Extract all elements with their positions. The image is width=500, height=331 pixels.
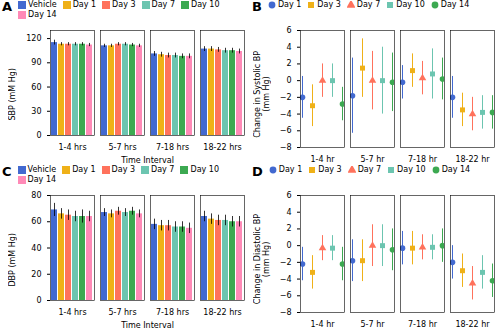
html-text:B: B [252, 0, 262, 14]
svg-text:5-7 hrs: 5-7 hrs [108, 308, 136, 317]
svg-text:6: 6 [286, 191, 291, 200]
html-text:Vehicle: Vehicle [28, 0, 57, 9]
html-text:Day 3: Day 3 [317, 0, 341, 9]
svg-text:90: 90 [31, 58, 41, 67]
html-text:A: A [2, 0, 13, 14]
svg-text:4: 4 [286, 208, 291, 217]
svg-text:80: 80 [31, 191, 41, 200]
html-text:DBP (mM Hg): DBP (mM Hg) [7, 232, 17, 287]
svg-text:7-18 hrs: 7-18 hrs [156, 143, 189, 152]
html-text:Day 10: Day 10 [191, 0, 220, 9]
html-text:Day 14: Day 14 [440, 0, 470, 9]
html-text:Day 7: Day 7 [357, 165, 382, 174]
svg-text:−6: −6 [280, 126, 292, 135]
svg-text:30: 30 [31, 107, 41, 116]
html-text:Day 10: Day 10 [396, 0, 425, 9]
html-text:Day 1: Day 1 [277, 0, 302, 9]
html-text:SBP (mM Hg): SBP (mM Hg) [7, 68, 17, 121]
svg-text:2: 2 [286, 224, 291, 233]
html-text:Change in Systolic BP (mm Hg): Change in Systolic BP (mm Hg) [253, 51, 271, 138]
svg-text:18-22 hrs: 18-22 hrs [203, 308, 241, 317]
svg-text:7-18 hrs: 7-18 hrs [156, 308, 189, 317]
svg-text:18-22 hr: 18-22 hr [455, 155, 490, 164]
html-text:Day 7: Day 7 [151, 0, 175, 9]
svg-text:40: 40 [31, 244, 41, 253]
html-text:Day 14: Day 14 [27, 175, 57, 184]
html-text:C: C [2, 164, 12, 179]
svg-text:−4: −4 [280, 275, 292, 284]
svg-text:0: 0 [286, 76, 291, 85]
html-text:Day 1: Day 1 [72, 0, 97, 9]
svg-text:60: 60 [31, 83, 41, 92]
svg-text:7-18 hr: 7-18 hr [408, 155, 438, 164]
html-text:Day 3: Day 3 [112, 0, 136, 9]
svg-text:0: 0 [36, 131, 41, 140]
html-text:Day 7: Day 7 [151, 165, 175, 174]
svg-text:120: 120 [26, 34, 41, 43]
svg-text:0: 0 [36, 296, 41, 305]
html-text:Day 1: Day 1 [278, 165, 303, 174]
svg-text:5-7 hr: 5-7 hr [361, 320, 386, 329]
svg-text:−6: −6 [280, 291, 292, 300]
svg-text:1-4 hr: 1-4 hr [311, 320, 336, 329]
svg-text:18-22 hr: 18-22 hr [455, 320, 490, 329]
html-text:Day 7: Day 7 [356, 0, 381, 9]
svg-text:−2: −2 [280, 258, 292, 267]
html-text:Day 10: Day 10 [190, 165, 219, 174]
svg-text:60: 60 [31, 217, 41, 226]
svg-text:0: 0 [286, 241, 291, 250]
svg-text:−2: −2 [280, 93, 292, 102]
html-text:Change in Diastolic BP (mm Hg): Change in Diastolic BP (mm Hg) [253, 214, 271, 305]
html-text:Day 3: Day 3 [318, 165, 342, 174]
svg-text:5-7 hr: 5-7 hr [361, 155, 386, 164]
svg-text:5-7 hrs: 5-7 hrs [108, 143, 136, 152]
svg-text:1-4 hrs: 1-4 hrs [58, 308, 86, 317]
svg-text:6: 6 [286, 26, 291, 35]
svg-text:4: 4 [286, 43, 291, 52]
svg-text:Time Interval: Time Interval [120, 156, 174, 165]
svg-text:−8: −8 [280, 308, 292, 317]
svg-text:1-4 hrs: 1-4 hrs [58, 143, 86, 152]
html-text:Day 10: Day 10 [397, 165, 426, 174]
html-text:Day 14: Day 14 [441, 165, 471, 174]
html-text:Day 1: Day 1 [72, 165, 96, 174]
svg-text:Time Interval: Time Interval [120, 321, 174, 330]
svg-text:20: 20 [31, 270, 41, 279]
svg-text:1-4 hr: 1-4 hr [311, 155, 336, 164]
svg-text:−8: −8 [280, 143, 292, 152]
html-text:Day 3: Day 3 [111, 165, 135, 174]
html-text:Vehicle: Vehicle [27, 165, 57, 174]
html-text:D: D [252, 164, 263, 179]
svg-text:−4: −4 [280, 110, 292, 119]
svg-text:7-18 hr: 7-18 hr [408, 320, 438, 329]
svg-text:18-22 hrs: 18-22 hrs [203, 143, 241, 152]
svg-text:2: 2 [286, 59, 291, 68]
html-text:Day 14: Day 14 [28, 10, 57, 19]
